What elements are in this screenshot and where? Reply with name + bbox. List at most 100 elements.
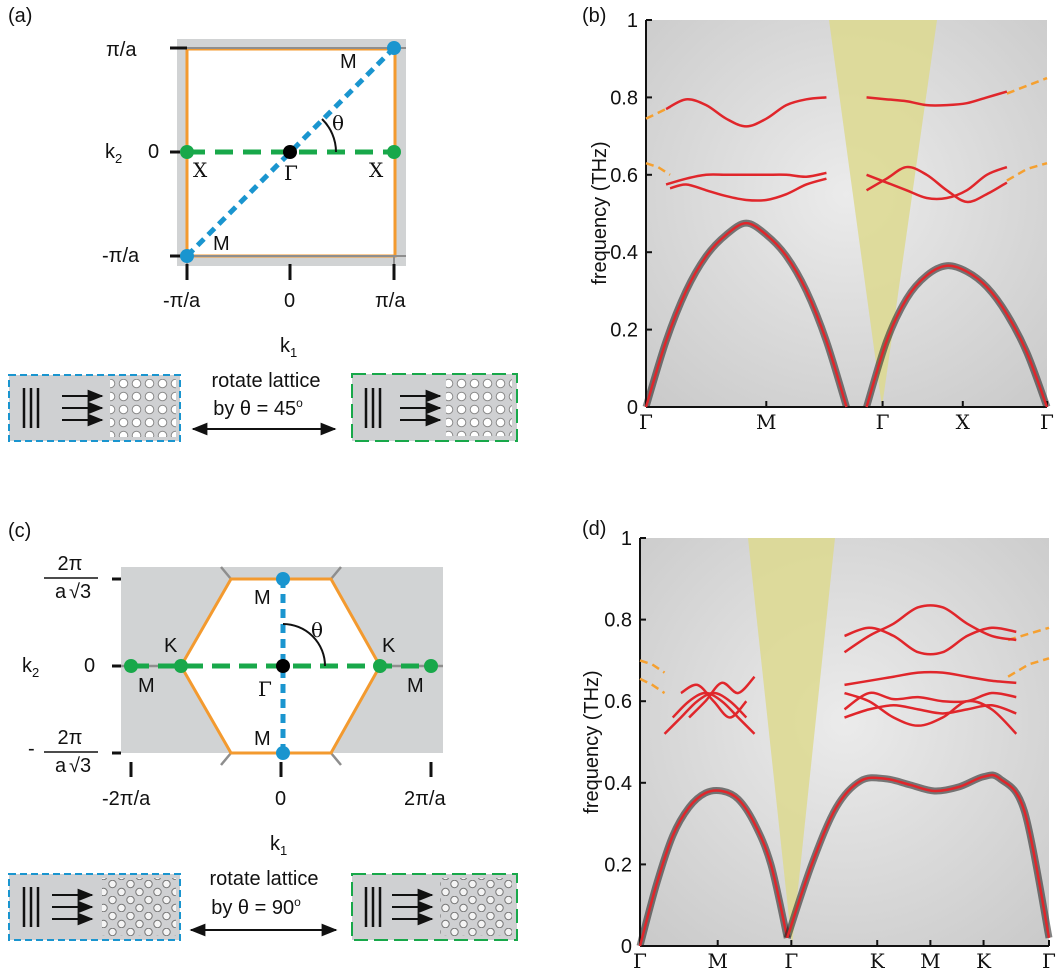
panel-b: (b) 0 0.2 0.4 0.6 0.8 1 Γ M Γ X Γ frequency (THz) (582, 5, 1054, 434)
rotate-angle-text: by θ = 45o (213, 396, 303, 420)
band-line (865, 264, 1049, 408)
theta-arc (321, 118, 337, 153)
m-point (276, 572, 290, 586)
y-tick-label: 0.4 (604, 773, 632, 795)
band-line (644, 221, 848, 408)
svg-text:√3: √3 (69, 581, 91, 603)
svg-text:a: a (55, 755, 67, 777)
y-tick-label: 0.6 (610, 165, 638, 187)
band-line (663, 691, 748, 735)
k-label: K (382, 635, 396, 657)
dashed-band-extension (1006, 76, 1048, 95)
rotate-text: rotate lattice (212, 370, 321, 392)
band-line (671, 691, 756, 735)
m-label: M (254, 728, 271, 750)
band-line (866, 90, 1008, 107)
theta-arc (282, 623, 326, 667)
lattice-inset-right (351, 873, 518, 941)
y-tick-label: 0 (621, 936, 632, 958)
grid-line (220, 752, 232, 766)
band-line (665, 96, 827, 128)
x-label: X (369, 158, 384, 182)
x-tick-label: -π/a (163, 290, 201, 312)
band-line (844, 626, 1017, 656)
band-line (786, 773, 1051, 939)
band-line (843, 604, 1017, 654)
band-line (844, 703, 1017, 719)
y-axis-label: frequency (THz) (589, 141, 611, 284)
band-line (865, 165, 1008, 204)
x-tick-label: Γ (639, 410, 653, 434)
x-tick-label: Γ (784, 949, 798, 970)
k2-axis-label: k2 (22, 655, 39, 680)
k2-axis-label: k2 (105, 141, 122, 166)
y-tick-label: 1 (621, 528, 632, 550)
gamma-point (283, 145, 297, 159)
y-tick-label-bottom: - 2π a √3 (28, 727, 98, 777)
gamma-point (276, 659, 290, 673)
panel-a: (a) π/a 0 -π/a k2 -π/a 0 π/a k1 θ M M (8, 5, 518, 442)
y-tick-label: 0.6 (604, 691, 632, 713)
x-point (387, 145, 401, 159)
rotate-angle-text: by θ = 90o (211, 895, 301, 919)
x-tick-label: π/a (375, 290, 406, 312)
y-tick-label: 0.2 (610, 320, 638, 342)
k-point (373, 659, 387, 673)
y-tick-label: 0.8 (604, 610, 632, 632)
k-point (174, 659, 188, 673)
dashed-band-extension (639, 659, 666, 674)
theta-label: θ (332, 111, 344, 135)
dashed-band-extension (1006, 161, 1048, 182)
band-line (866, 165, 1008, 201)
dashed-band-extension (645, 162, 671, 176)
y-tick-label: 0 (84, 655, 95, 677)
svg-text:-: - (28, 738, 35, 760)
x-tick-label: -2π/a (102, 788, 151, 810)
band-line (843, 691, 1017, 711)
x-tick-label: Γ (1040, 410, 1054, 434)
band-line (844, 691, 1018, 735)
k-label: K (164, 635, 178, 657)
svg-text:2π: 2π (58, 553, 83, 575)
m-label: M (407, 675, 424, 697)
m-label: M (213, 233, 230, 255)
k1-axis-label: k1 (280, 335, 297, 360)
x-label: X (193, 158, 208, 182)
dashed-band-extension (1007, 626, 1050, 642)
panel-d: (d) 0 0.2 0.4 0.6 0.8 1 Γ M Γ K M K Γ frequency (THz… (581, 518, 1056, 970)
y-tick-label: 0.8 (610, 87, 638, 109)
rotate-text: rotate lattice (210, 868, 319, 890)
m-point (180, 249, 194, 263)
svg-text:2π: 2π (58, 727, 83, 749)
measurement-background (640, 538, 1049, 946)
y-axis-label: frequency (THz) (581, 670, 603, 813)
panel-d-label: (d) (582, 518, 606, 540)
m-point (387, 41, 401, 55)
panel-a-label: (a) (8, 5, 32, 27)
x-tick-label: X (956, 410, 971, 434)
band-line (688, 675, 756, 719)
x-point (180, 145, 194, 159)
gamma-m-path (185, 46, 396, 258)
gamma-label: Γ (284, 161, 298, 185)
x-tick-label: K (976, 949, 992, 970)
y-tick-label: 0.2 (604, 854, 632, 876)
lattice-inset-left (8, 873, 181, 941)
m-label: M (138, 675, 155, 697)
y-tick-label: 0.4 (610, 242, 638, 264)
x-tick-label: M (707, 949, 727, 970)
y-tick-label-top: 2π a √3 (44, 553, 98, 603)
gamma-label: Γ (258, 677, 272, 701)
y-tick-label: 1 (627, 10, 638, 32)
panel-c: (c) 2π a √3 k2 0 - 2π a √3 -2π/a (8, 520, 518, 941)
m-point (424, 659, 438, 673)
m-point (276, 746, 290, 760)
panel-b-label: (b) (582, 5, 606, 27)
grid-line (330, 566, 342, 580)
band-line (844, 670, 1017, 687)
x-tick-label: M (756, 410, 776, 434)
y-tick-label: 0 (627, 397, 638, 419)
x-tick-label: M (920, 949, 940, 970)
y-tick-label: π/a (106, 39, 137, 61)
x-tick-label: Γ (633, 949, 647, 970)
